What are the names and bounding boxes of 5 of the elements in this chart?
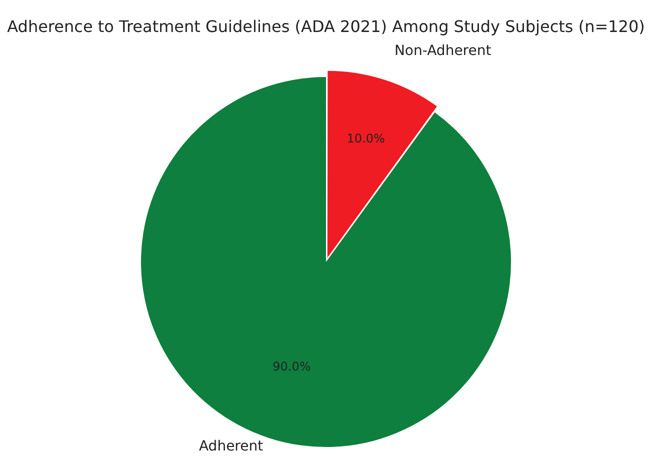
data-label: 10.0% — [346, 131, 385, 146]
data-label: 90.0% — [272, 360, 311, 374]
chart-title: Adherence to Treatment Guidelines (ADA 2021) Among Study Subjects (n=120) — [7, 17, 645, 36]
slice-label: Adherent — [198, 438, 264, 455]
slice-label: Non-Adherent — [394, 42, 492, 59]
